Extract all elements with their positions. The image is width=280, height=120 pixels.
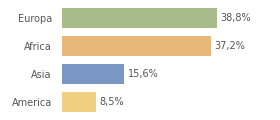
- Bar: [62, 64, 124, 84]
- Bar: [62, 92, 96, 112]
- Text: 38,8%: 38,8%: [221, 13, 251, 23]
- Bar: [62, 8, 218, 28]
- Text: 37,2%: 37,2%: [214, 41, 245, 51]
- Text: 15,6%: 15,6%: [127, 69, 158, 79]
- Bar: [62, 36, 211, 56]
- Text: 8,5%: 8,5%: [99, 97, 123, 107]
